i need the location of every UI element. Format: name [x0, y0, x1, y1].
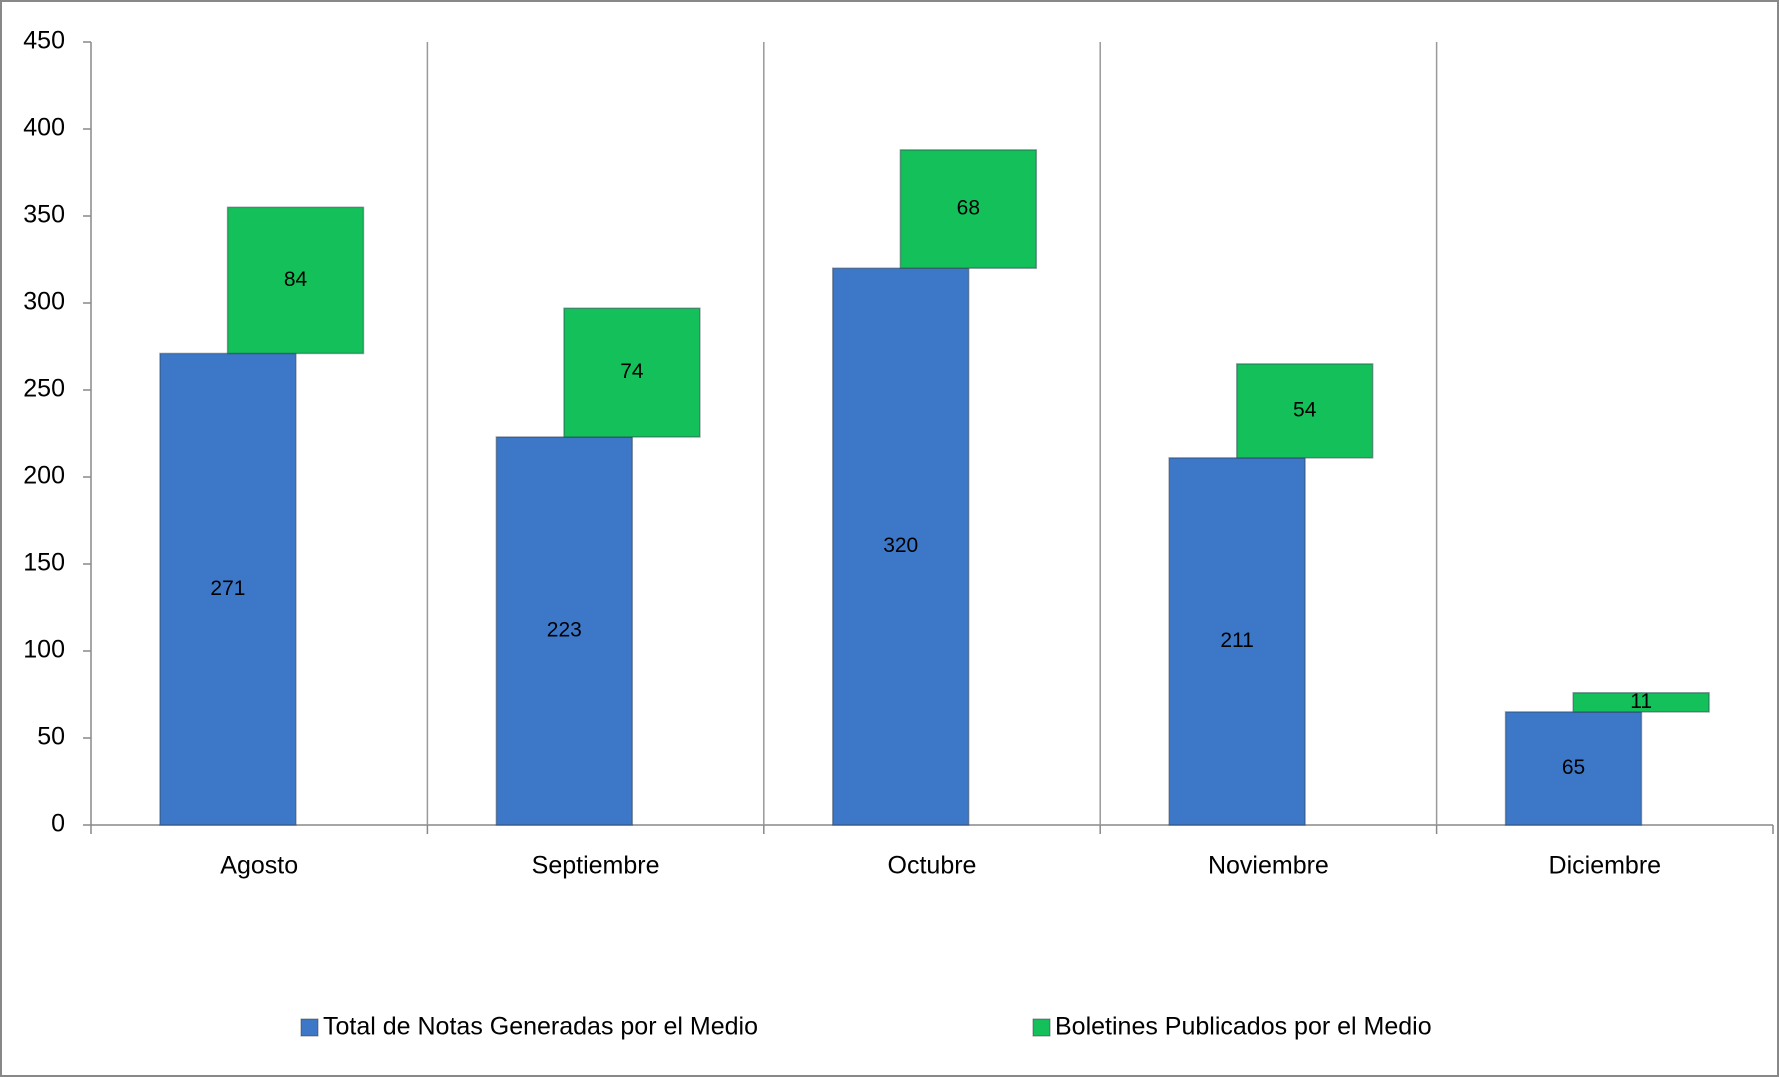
data-label: 211 — [1220, 629, 1253, 652]
legend-label: Total de Notas Generadas por el Medio — [323, 1013, 758, 1041]
y-tick-label: 300 — [23, 288, 65, 316]
data-label: 11 — [1630, 690, 1652, 713]
x-tick-label: Diciembre — [1549, 852, 1662, 880]
y-tick-label: 150 — [23, 549, 65, 577]
x-tick-label: Agosto — [220, 852, 298, 880]
y-tick-label: 200 — [23, 462, 65, 490]
data-label: 68 — [957, 197, 980, 220]
bar — [1236, 363, 1374, 459]
data-label: 74 — [620, 360, 644, 383]
bar — [159, 352, 297, 826]
y-tick-label: 0 — [51, 810, 65, 838]
x-tick-label: Noviembre — [1208, 852, 1329, 880]
bar — [563, 307, 701, 438]
data-label: 320 — [883, 534, 918, 557]
legend-swatch — [1032, 1018, 1051, 1037]
data-label: 271 — [210, 577, 245, 600]
y-tick-label: 250 — [23, 375, 65, 403]
bar — [226, 206, 365, 355]
data-label: 84 — [284, 268, 308, 291]
y-tick-label: 100 — [23, 636, 65, 664]
bar — [495, 436, 634, 826]
y-tick-label: 400 — [23, 114, 65, 142]
legend-label: Boletines Publicados por el Medio — [1055, 1013, 1432, 1041]
bar — [1504, 711, 1643, 826]
y-tick-label: 350 — [23, 201, 65, 229]
x-tick-label: Octubre — [888, 852, 977, 880]
data-label: 65 — [1562, 756, 1585, 779]
data-label: 54 — [1293, 398, 1317, 421]
x-tick-label: Septiembre — [532, 852, 660, 880]
bar — [899, 149, 1038, 269]
y-tick-label: 50 — [37, 723, 65, 751]
bar — [832, 267, 970, 826]
data-label: 223 — [547, 619, 582, 642]
legend-swatch — [300, 1018, 319, 1037]
bar — [1572, 692, 1710, 713]
y-tick-label: 450 — [23, 27, 65, 55]
